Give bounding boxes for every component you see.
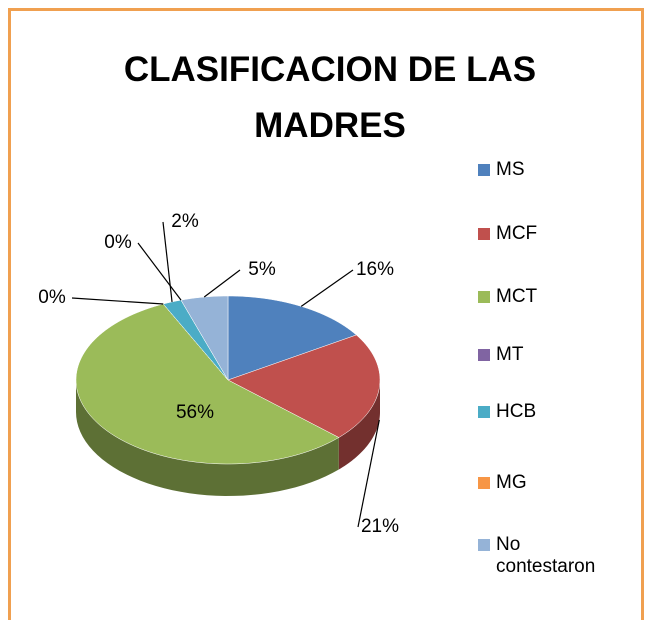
legend-label: MG xyxy=(496,472,527,493)
leader-line xyxy=(300,269,354,307)
pie-side xyxy=(76,380,339,496)
legend-item: MG xyxy=(478,472,626,494)
pie-slice xyxy=(227,295,357,381)
legend-swatch xyxy=(478,406,490,418)
legend-item: MCF xyxy=(478,223,626,245)
data-label: 2% xyxy=(171,211,199,232)
leader-line xyxy=(137,242,182,301)
data-label: 0% xyxy=(104,232,132,253)
legend-label: MT xyxy=(496,344,524,365)
legend-item: MT xyxy=(478,344,626,366)
legend-item: HCB xyxy=(478,401,626,423)
data-label: 16% xyxy=(356,259,394,280)
legend-label: MCF xyxy=(496,223,538,244)
pie-slice xyxy=(75,303,340,465)
leader-line xyxy=(203,269,241,298)
legend-label: HCB xyxy=(496,401,537,422)
legend-item: No contestaron xyxy=(478,534,606,578)
legend-swatch xyxy=(478,291,490,303)
pie-slice xyxy=(227,334,381,438)
frame-border xyxy=(8,8,644,620)
legend-label: MS xyxy=(496,159,525,180)
chart-title: CLASIFICACION DE LAS MADRES xyxy=(123,50,537,145)
legend-swatch xyxy=(478,539,490,551)
legend-swatch xyxy=(478,164,490,176)
legend-item: MS xyxy=(478,159,626,181)
legend-label: No contestaron xyxy=(496,534,596,577)
leader-line xyxy=(71,297,164,305)
leader-line xyxy=(357,419,380,528)
legend-swatch xyxy=(478,477,490,489)
data-label: 56% xyxy=(176,402,214,423)
legend-item: MCT xyxy=(478,286,626,308)
pie-side xyxy=(338,380,380,470)
data-label: 0% xyxy=(38,287,66,308)
leader-line xyxy=(162,221,173,302)
legend-swatch xyxy=(478,228,490,240)
data-label: 5% xyxy=(248,259,276,280)
legend-label: MCT xyxy=(496,286,538,307)
legend-swatch xyxy=(478,349,490,361)
data-label: 21% xyxy=(361,516,399,537)
